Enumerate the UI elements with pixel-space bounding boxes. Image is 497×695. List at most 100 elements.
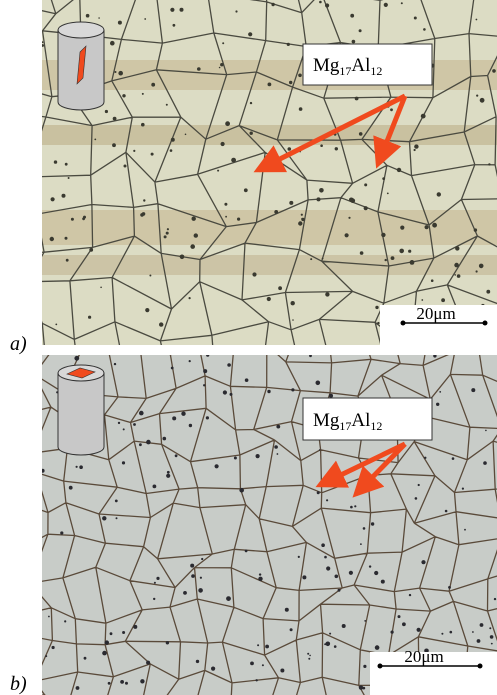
particle <box>140 679 144 683</box>
particle <box>326 566 330 570</box>
particle <box>375 645 380 650</box>
particle <box>310 258 312 260</box>
particle <box>76 466 78 468</box>
particle <box>189 424 192 427</box>
particle <box>55 324 57 326</box>
particle <box>149 275 151 277</box>
particle <box>400 226 404 230</box>
particle <box>291 388 294 391</box>
particle <box>490 635 494 639</box>
particle <box>66 259 69 262</box>
particle <box>252 272 256 276</box>
particle <box>115 71 117 73</box>
particle <box>363 527 366 530</box>
particle <box>322 258 324 260</box>
particle <box>194 233 198 237</box>
particle <box>41 44 44 47</box>
particle <box>139 411 144 416</box>
particle <box>52 646 55 649</box>
particle <box>491 643 493 645</box>
particle <box>219 67 221 69</box>
particle <box>385 259 387 261</box>
particle <box>309 655 311 657</box>
particle <box>163 437 167 441</box>
particle <box>166 641 169 644</box>
particle <box>454 263 459 268</box>
particle <box>88 316 91 319</box>
particle <box>414 144 418 148</box>
particle <box>287 43 290 46</box>
particle <box>183 591 187 595</box>
particle <box>262 664 264 666</box>
particle <box>319 1 322 4</box>
particle <box>166 474 170 478</box>
particle <box>133 423 136 426</box>
particle <box>325 292 329 296</box>
particle <box>360 251 364 255</box>
particle <box>317 491 320 494</box>
particle <box>291 301 295 305</box>
particle <box>391 631 394 634</box>
particle <box>51 197 55 201</box>
particle <box>203 369 207 373</box>
particle <box>424 457 426 459</box>
particle <box>342 624 346 628</box>
particle <box>480 98 485 103</box>
particle <box>479 264 484 269</box>
particle <box>258 577 262 581</box>
particle <box>215 464 219 468</box>
particle <box>156 577 159 580</box>
particle <box>62 194 66 198</box>
particle <box>189 297 191 299</box>
particle <box>74 356 79 361</box>
particle <box>364 206 368 210</box>
particle <box>359 29 362 32</box>
particle <box>118 71 123 76</box>
particle <box>348 217 350 219</box>
particle <box>450 631 453 634</box>
particle <box>200 577 202 579</box>
particle <box>153 485 157 489</box>
particle <box>191 574 195 578</box>
particle <box>319 449 321 451</box>
particle <box>65 237 68 240</box>
particle <box>277 453 279 455</box>
particle <box>89 248 93 252</box>
scale-label: 20μm <box>416 304 455 323</box>
text: Mg <box>313 55 340 76</box>
particle <box>439 391 441 393</box>
particle <box>256 454 260 458</box>
particle <box>151 83 155 87</box>
particle <box>102 651 107 656</box>
particle <box>374 571 378 575</box>
particle <box>206 416 209 419</box>
particle <box>234 457 237 460</box>
particle <box>48 616 50 618</box>
scale-end <box>483 321 488 326</box>
particle <box>181 412 185 416</box>
particle <box>259 573 261 575</box>
particle <box>98 17 100 19</box>
particle <box>289 81 292 84</box>
particle <box>257 644 259 646</box>
particle <box>122 631 125 634</box>
particle <box>288 147 292 151</box>
particle <box>319 188 324 193</box>
particle <box>45 655 47 657</box>
scale-end <box>478 664 483 669</box>
particle <box>82 217 85 220</box>
particle <box>359 132 363 136</box>
particle <box>301 218 303 220</box>
particle <box>421 560 425 564</box>
particle <box>244 188 248 192</box>
particle <box>173 24 176 27</box>
particle <box>417 628 421 632</box>
particle <box>69 486 73 490</box>
particle <box>154 582 156 584</box>
particle <box>349 198 354 203</box>
particle <box>421 114 426 119</box>
particle <box>398 615 401 618</box>
particle <box>116 517 118 519</box>
particle <box>197 67 201 71</box>
particle <box>64 620 66 622</box>
